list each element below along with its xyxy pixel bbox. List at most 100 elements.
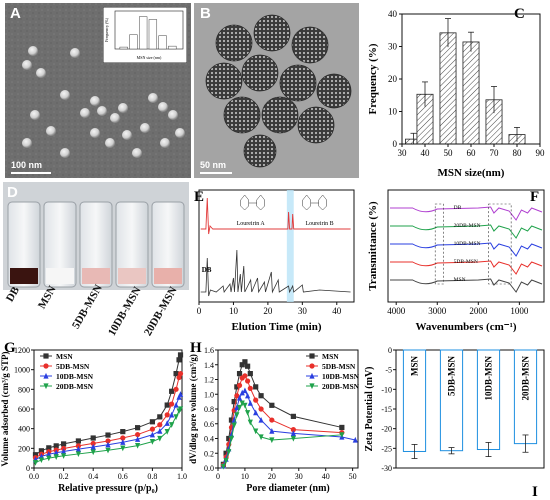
ftir-spectrum bbox=[390, 206, 543, 221]
data-point bbox=[258, 393, 264, 399]
data-point bbox=[269, 417, 275, 423]
data-point bbox=[234, 393, 240, 399]
data-point bbox=[164, 420, 170, 426]
y-tick-label: -20 bbox=[381, 425, 392, 434]
y-tick-label: 40 bbox=[388, 9, 398, 19]
panel-i-label: I bbox=[532, 484, 538, 500]
panel-d-label: D bbox=[7, 184, 18, 201]
data-point bbox=[173, 386, 179, 392]
data-point bbox=[226, 435, 232, 442]
data-point bbox=[105, 438, 111, 444]
ftir-spectrum bbox=[390, 242, 543, 257]
data-point bbox=[120, 439, 126, 445]
data-point bbox=[173, 371, 179, 377]
y-tick-label: -30 bbox=[381, 464, 392, 473]
legend-label: MSN bbox=[322, 352, 339, 361]
data-point bbox=[234, 384, 240, 390]
category-label: 5DB-MSN bbox=[447, 356, 457, 396]
category-label: MSN bbox=[410, 356, 420, 377]
x-tick-label: 0.6 bbox=[118, 472, 128, 481]
y-tick-label: 0.6 bbox=[204, 420, 214, 429]
y-tick-label: 200 bbox=[18, 444, 30, 453]
x-tick-label: 80 bbox=[513, 148, 523, 158]
data-point bbox=[247, 400, 253, 406]
data-point bbox=[290, 435, 296, 442]
db-trace bbox=[200, 249, 351, 297]
data-point bbox=[46, 445, 52, 451]
data-point bbox=[253, 397, 259, 403]
data-point bbox=[242, 402, 248, 409]
data-point bbox=[269, 428, 275, 434]
x-tick-label: 2000 bbox=[469, 306, 488, 316]
x-tick-label: 20 bbox=[268, 472, 276, 481]
data-point bbox=[120, 445, 126, 452]
data-point bbox=[253, 384, 259, 390]
y-axis-title: Volume adsorbed (cm³/g STP) bbox=[0, 351, 10, 466]
legend-marker bbox=[309, 363, 315, 369]
data-point bbox=[164, 429, 170, 435]
data-point bbox=[269, 402, 275, 408]
data-point bbox=[176, 394, 182, 400]
panel-label: H bbox=[190, 340, 202, 356]
data-point bbox=[157, 428, 163, 434]
vials bbox=[3, 182, 189, 322]
data-point bbox=[53, 443, 59, 449]
x-tick-label: 0.4 bbox=[88, 472, 98, 481]
panel-h-pore-size-chart: 0 10 20 30 40 50 0.0 0.2 0.4 0.6 0.8 1.0 1.2 1.4 1.6 Po… bbox=[188, 340, 360, 494]
data-point bbox=[61, 441, 67, 447]
molecule-structure bbox=[240, 194, 265, 211]
inset-bar bbox=[119, 46, 128, 50]
data-point bbox=[239, 400, 245, 407]
data-point bbox=[32, 452, 39, 458]
panel-b-label: B bbox=[200, 5, 211, 22]
data-point bbox=[223, 450, 229, 456]
inset-ylabel: Frequency (%) bbox=[104, 17, 109, 42]
inset-bar bbox=[148, 19, 158, 50]
data-point bbox=[135, 442, 141, 449]
x-tick-label: 4000 bbox=[387, 306, 406, 316]
legend-marker bbox=[43, 383, 49, 390]
legend-marker bbox=[43, 353, 49, 359]
data-point bbox=[135, 436, 141, 442]
panel-a-scale-bar bbox=[11, 172, 51, 174]
plot-frame bbox=[217, 349, 359, 469]
data-point bbox=[236, 404, 243, 411]
y-tick-label: 1.4 bbox=[204, 361, 214, 370]
data-point bbox=[38, 448, 44, 454]
data-point bbox=[173, 414, 179, 420]
data-point bbox=[105, 447, 111, 454]
x-tick-label: 70 bbox=[490, 148, 500, 158]
legend-label: 5DB-MSN bbox=[322, 362, 356, 371]
data-point bbox=[253, 428, 259, 435]
y-tick-label: 0 bbox=[26, 464, 30, 473]
data-point bbox=[231, 399, 237, 405]
x-tick-label: 40 bbox=[332, 306, 342, 316]
data-point bbox=[75, 443, 81, 449]
loureirin-a-label: Loureirin A bbox=[237, 221, 266, 227]
data-point bbox=[53, 454, 59, 460]
data-point bbox=[258, 406, 264, 412]
inset-bar bbox=[168, 45, 177, 50]
y-tick-label: 0.0 bbox=[204, 464, 214, 473]
x-tick-label: 10 bbox=[229, 306, 239, 316]
data-point bbox=[90, 449, 96, 456]
data-point bbox=[245, 378, 251, 384]
data-point bbox=[242, 373, 248, 379]
data-point bbox=[90, 443, 96, 450]
inset-bar bbox=[139, 16, 148, 50]
data-point bbox=[149, 419, 155, 425]
y-tick-label: 400 bbox=[18, 425, 30, 434]
data-point bbox=[234, 412, 240, 418]
data-point bbox=[120, 435, 126, 441]
data-point bbox=[105, 441, 111, 448]
x-axis-title: Relative pressure (p/p₀) bbox=[58, 483, 158, 494]
y-tick-label: 600 bbox=[18, 405, 30, 414]
y-axis-title: Frequency (%) bbox=[367, 43, 379, 114]
guide-box bbox=[434, 203, 444, 285]
y-tick-label: -5 bbox=[385, 366, 392, 375]
y-axis-title: Transmittance (%) bbox=[367, 201, 379, 291]
histogram-bar bbox=[439, 32, 457, 145]
data-point bbox=[75, 451, 81, 458]
data-point bbox=[236, 371, 243, 377]
